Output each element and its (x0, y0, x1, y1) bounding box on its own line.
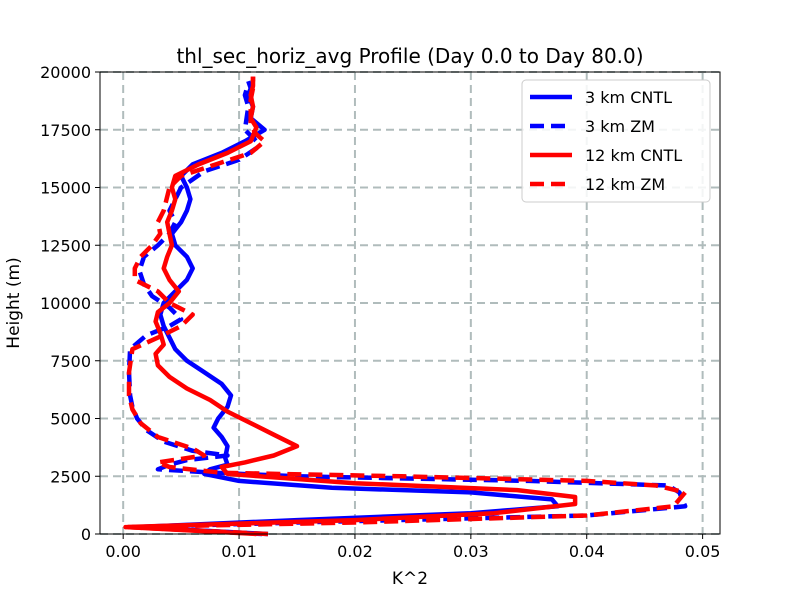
x-tick-label: 0.01 (221, 542, 257, 561)
y-tick-label: 12500 (40, 236, 91, 255)
x-tick-label: 0.05 (685, 542, 721, 561)
x-axis-label: K^2 (392, 569, 428, 589)
x-tick-label: 0.02 (337, 542, 373, 561)
grid (100, 71, 720, 535)
y-tick-label: 10000 (40, 294, 91, 313)
y-tick-label: 2500 (50, 467, 91, 486)
x-tick-label: 0.03 (453, 542, 489, 561)
series-layer (123, 76, 688, 537)
y-tick-label: 0 (81, 525, 91, 544)
legend-label: 12 km CNTL (585, 146, 682, 165)
y-tick-label: 15000 (40, 179, 91, 198)
series-line-12-km-zm (124, 76, 688, 537)
x-tick-label: 0.04 (569, 542, 605, 561)
x-tick-label: 0.00 (105, 542, 141, 561)
y-tick-label: 20000 (40, 63, 91, 82)
legend-box (521, 79, 711, 203)
y-tick-label: 17500 (40, 121, 91, 140)
legend-label: 3 km ZM (585, 117, 655, 136)
legend-label: 12 km ZM (585, 175, 665, 194)
legend-label: 3 km CNTL (585, 88, 672, 107)
y-axis-label: Height (m) (4, 257, 24, 348)
series-line-12-km-cntl (123, 76, 578, 537)
ticks: 0.00 0.01 0.02 0.03 0.04 0.05 0 2500 5000 7500 100… (40, 63, 720, 561)
legend: 3 km CNTL 3 km ZM 12 km CNTL 12 km ZM (521, 79, 711, 203)
y-tick-label: 7500 (50, 352, 91, 371)
y-tick-label: 5000 (50, 410, 91, 429)
chart-title: thl_sec_horiz_avg Profile (Day 0.0 to Da… (176, 44, 643, 68)
